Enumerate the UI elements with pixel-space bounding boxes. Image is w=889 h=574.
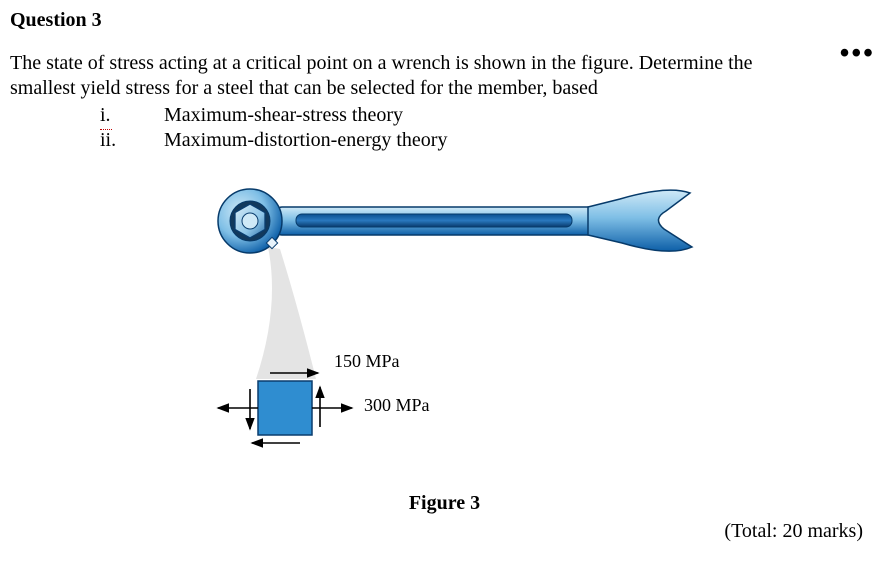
zoom-beam [256, 247, 316, 379]
sub-question-list: i. Maximum-shear-stress theory ii. Maxim… [100, 103, 879, 153]
stress-element: 150 MPa 300 MPa [218, 351, 430, 443]
question-body: The state of stress acting at a critical… [10, 51, 879, 153]
figure-caption: Figure 3 [10, 491, 879, 516]
wrench-nut-cap [242, 213, 258, 229]
figure-area: 150 MPa 300 MPa Figure 3 (Total: 20 mark… [10, 177, 879, 537]
figure-svg: 150 MPa 300 MPa [180, 177, 740, 477]
intro-line-1: The state of stress acting at a critical… [10, 52, 753, 74]
sigma-label: 300 MPa [364, 395, 430, 415]
label-i: Maximum-shear-stress theory [164, 103, 403, 128]
wrench-shaft-slot [296, 214, 572, 227]
marker-ii: ii. [100, 128, 164, 153]
marker-i: i. [100, 103, 164, 128]
intro-line-2: smallest yield stress for a steel that c… [10, 77, 598, 99]
label-ii: Maximum-distortion-energy theory [164, 128, 447, 153]
wrench-open-end [588, 190, 692, 251]
question-heading: Question 3 [10, 8, 879, 33]
total-marks: (Total: 20 marks) [724, 519, 863, 544]
ellipsis-icon: ••• [840, 36, 875, 71]
list-item-ii: ii. Maximum-distortion-energy theory [100, 128, 879, 153]
tau-label: 150 MPa [334, 351, 400, 371]
list-item-i: i. Maximum-shear-stress theory [100, 103, 879, 128]
